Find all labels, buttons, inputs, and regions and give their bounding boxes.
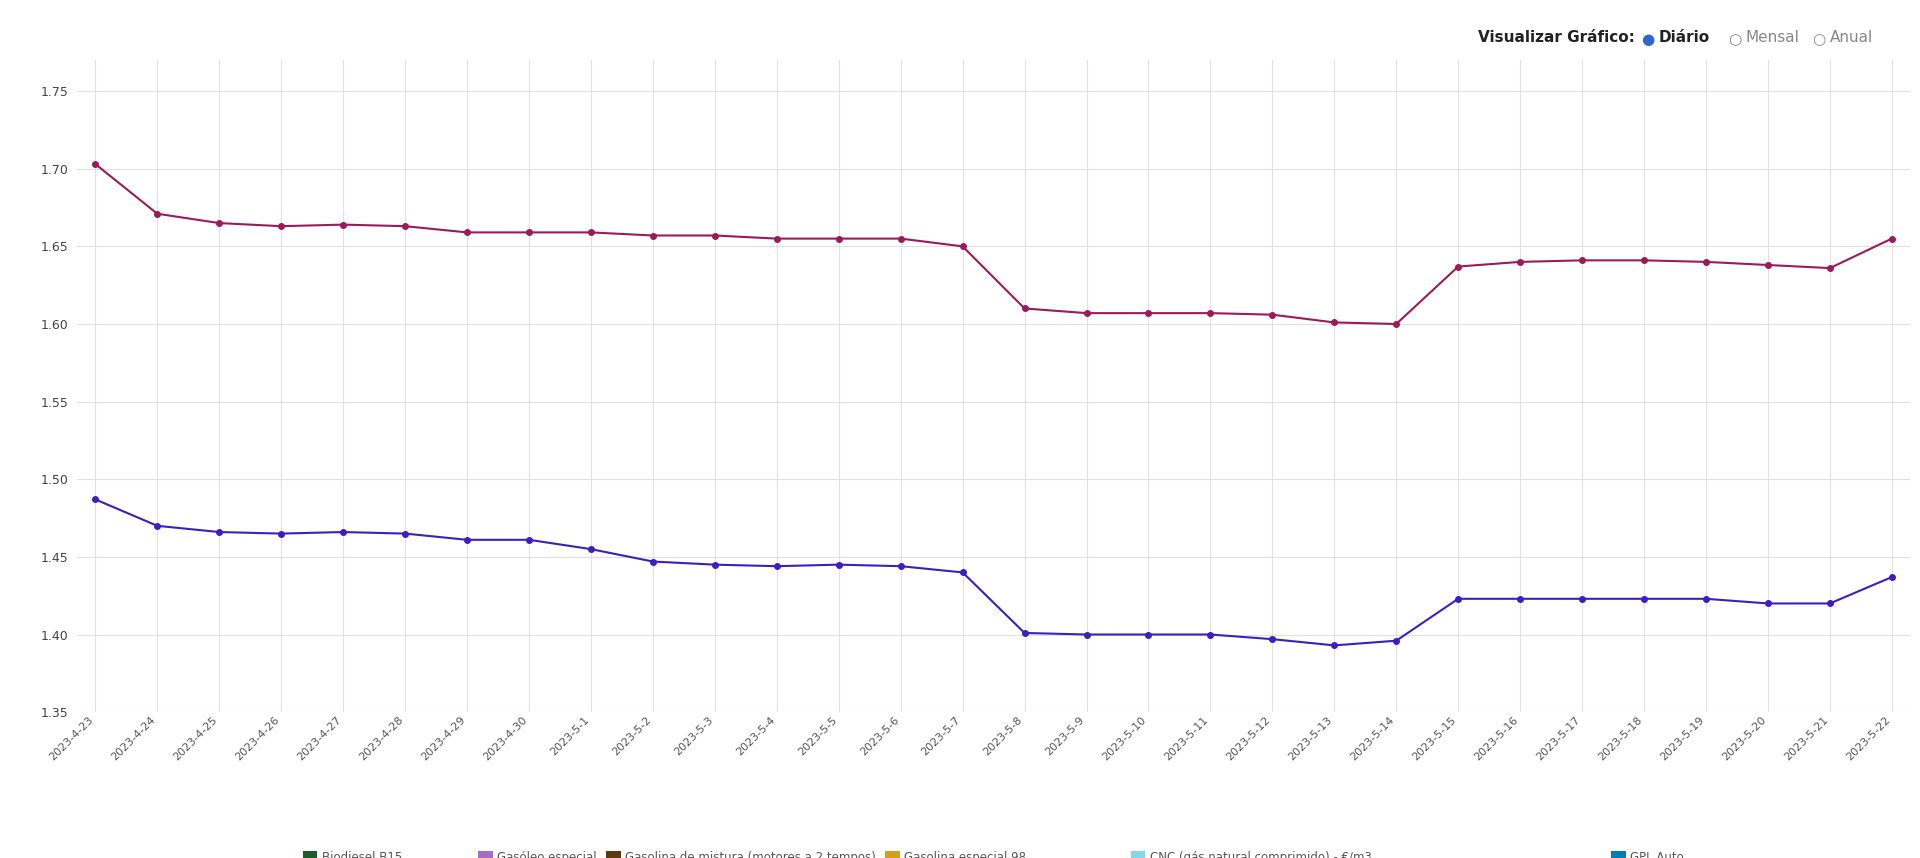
Text: ○: ○ <box>1728 32 1741 46</box>
Text: Diário: Diário <box>1659 30 1711 45</box>
Text: Visualizar Gráfico:: Visualizar Gráfico: <box>1478 30 1636 45</box>
Text: Anual: Anual <box>1830 30 1874 45</box>
Text: ●: ● <box>1642 32 1655 46</box>
Text: ○: ○ <box>1812 32 1826 46</box>
Legend: Biodiesel B15, Gasóleo colorido, Gasóleo de aquecimento, Gasóleo especial, Gasól: Biodiesel B15, Gasóleo colorido, Gasóleo… <box>301 849 1686 858</box>
Text: Mensal: Mensal <box>1745 30 1799 45</box>
